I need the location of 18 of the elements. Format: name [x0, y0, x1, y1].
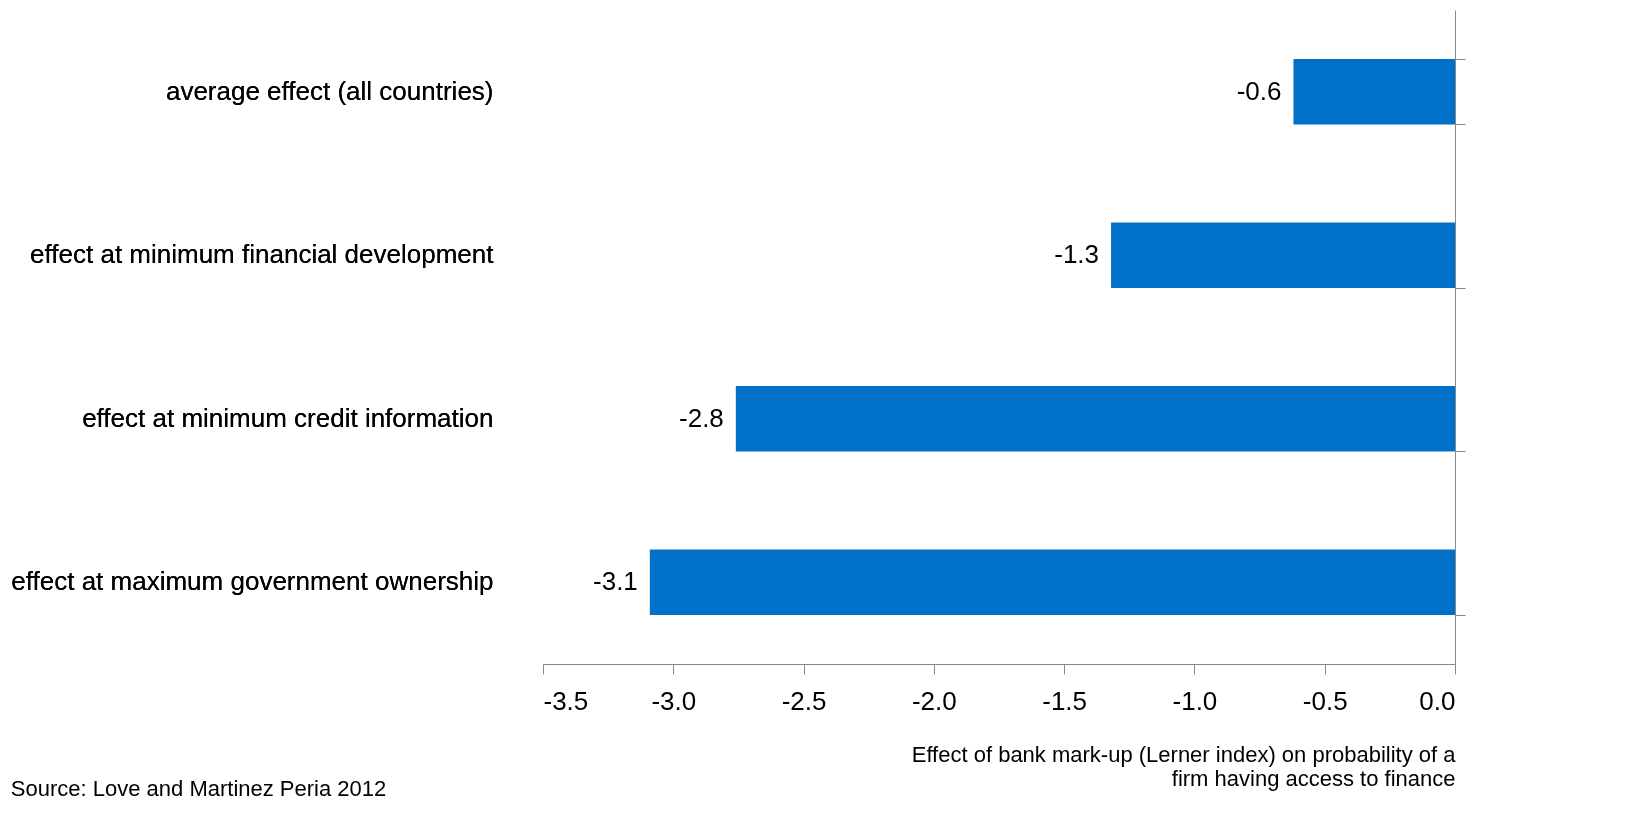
data-label: -1.3 [1054, 239, 1100, 270]
y-tick-label: effect at maximum government ownership [11, 566, 494, 597]
x-tick-label: -3.5 [543, 685, 589, 716]
x-tick-label: -2.0 [911, 685, 957, 716]
x-tick-label: -0.5 [1302, 685, 1348, 716]
y-tick-label: average effect (all countries) [165, 75, 494, 106]
x-tick-label: 0.0 [1419, 685, 1456, 716]
source-note: Source: Love and Martinez Peria 2012 [10, 776, 387, 801]
y-tick-label: effect at minimum financial development [30, 239, 495, 270]
x-tick-label: -2.5 [781, 685, 827, 716]
x-tick-label: -1.5 [1042, 685, 1088, 716]
x-tick-label: -3.0 [651, 685, 697, 716]
data-label: -3.1 [593, 566, 638, 597]
data-label: -0.6 [1236, 75, 1282, 106]
y-tick-label: effect at minimum credit information [82, 402, 494, 433]
data-label: -2.8 [679, 402, 724, 433]
x-tick-label: -1.0 [1172, 685, 1218, 716]
x-axis-title: Effect of bank mark-up (Lerner index) on probability of a firm having access to finance [911, 741, 1457, 791]
